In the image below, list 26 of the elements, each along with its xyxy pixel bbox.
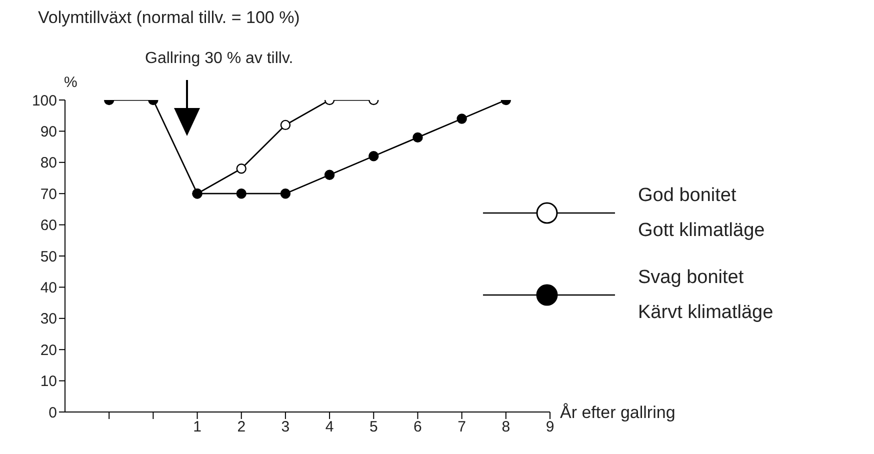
text: God bonitet Gott klimatläge <box>638 184 765 243</box>
x-tick-label: 4 <box>325 418 334 436</box>
y-tick-label: 60 <box>40 217 57 234</box>
y-tick-label: 70 <box>40 186 57 203</box>
x-tick-label: 7 <box>458 418 466 436</box>
text: Gallring 30 % av tillv. <box>145 50 294 68</box>
y-tick-label: 100 <box>32 92 57 110</box>
y-tick-label: 0 <box>48 404 57 422</box>
x-tick-label: 3 <box>281 418 290 436</box>
y-axis-title: % <box>64 74 78 91</box>
y-tick-label: 50 <box>40 248 57 266</box>
y-tick-label: 20 <box>40 342 57 359</box>
chart-title: Volymtillväxt (normal tillv. = 100 %) <box>38 8 300 28</box>
x-tick-label: 2 <box>237 418 246 436</box>
text: Svag bonitet Kärvt klimatläge <box>638 266 774 325</box>
x-tick-label: 5 <box>369 418 378 436</box>
x-tick-label: 6 <box>414 418 422 436</box>
x-tick-label: 9 <box>546 418 554 436</box>
y-tick-label: 10 <box>40 373 57 390</box>
x-axis-title: År efter gallring <box>560 403 676 422</box>
y-tick-label: 40 <box>40 280 57 297</box>
y-tick-label: 80 <box>40 154 57 172</box>
x-tick-label: 8 <box>502 418 510 436</box>
y-tick-label: 30 <box>40 310 57 328</box>
y-tick-label: 90 <box>40 124 57 141</box>
x-tick-label: 1 <box>193 418 202 436</box>
